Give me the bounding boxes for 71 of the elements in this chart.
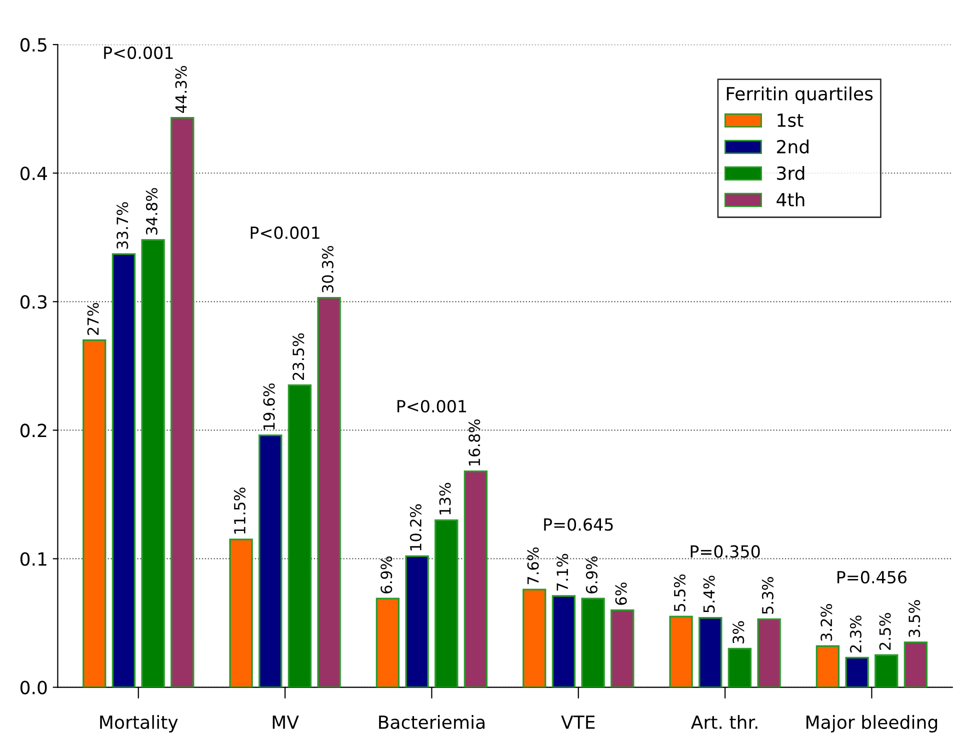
- annotation: P=0.350: [690, 545, 760, 558]
- bar: [698, 617, 722, 688]
- data-label: 2.3%: [850, 616, 862, 652]
- bar: [669, 616, 693, 688]
- y-tick-label: 0.5: [20, 38, 46, 52]
- bar: [464, 470, 488, 688]
- y-tick-label: 0.1: [20, 552, 46, 566]
- data-label: 13%: [439, 482, 451, 514]
- annotation: P=0.456: [837, 570, 907, 584]
- bar: [82, 339, 106, 688]
- data-label: 34.8%: [146, 188, 158, 235]
- bar: [288, 384, 312, 688]
- y-tick-label: 0.3: [20, 295, 47, 309]
- legend-label: 2nd: [777, 140, 808, 154]
- data-label: 5.5%: [674, 574, 686, 612]
- data-label: 23.5%: [292, 333, 304, 380]
- bar: [610, 609, 634, 688]
- data-label: 6.9%: [586, 556, 598, 594]
- legend-label: 3rd: [777, 166, 804, 180]
- x-tick-label: Mortality: [100, 715, 178, 733]
- data-label: 7.6%: [527, 547, 539, 584]
- bar: [728, 648, 752, 688]
- data-label: 7.1%: [556, 554, 568, 591]
- legend-label: 1st: [778, 114, 804, 128]
- data-label: 10.2%: [410, 504, 422, 550]
- annotation: P<0.001: [250, 226, 320, 240]
- bar: [522, 588, 546, 688]
- bar: [581, 598, 605, 688]
- data-label: 11.5%: [234, 488, 246, 534]
- bar: [434, 519, 458, 688]
- data-label: 2.5%: [879, 613, 891, 650]
- bar: [405, 555, 429, 688]
- data-label: 3%: [732, 621, 744, 644]
- x-tick-label: Major bleeding: [806, 715, 938, 733]
- x-tick-label: Bacteriemia: [379, 715, 484, 730]
- bar: [112, 253, 136, 688]
- bar: [552, 595, 576, 688]
- bar: [376, 598, 400, 688]
- data-label: 30.3%: [322, 246, 334, 292]
- bar: [229, 538, 253, 688]
- data-label: 16.8%: [468, 419, 480, 466]
- data-label: 3.2%: [820, 604, 832, 641]
- legend-label: 4th: [776, 192, 804, 206]
- data-label: 3.5%: [908, 600, 920, 637]
- data-label: 44.3%: [175, 66, 187, 113]
- data-label: 27%: [87, 302, 99, 335]
- x-tick-label: Art. thr.: [691, 715, 758, 729]
- y-tick-label: 0.4: [20, 166, 47, 180]
- data-label: 5.3%: [762, 577, 774, 614]
- bar: [904, 641, 928, 688]
- x-tick-label: VTE: [561, 716, 595, 729]
- bar: [845, 656, 869, 688]
- bar: [816, 645, 840, 688]
- annotation: P=0.645: [544, 518, 613, 531]
- data-label: 19.6%: [263, 383, 275, 430]
- annotation: P<0.001: [104, 46, 173, 60]
- annotation: P<0.001: [397, 400, 466, 413]
- bar: [874, 654, 898, 688]
- bar: [757, 618, 781, 688]
- data-label: 6.9%: [380, 556, 392, 594]
- y-tick-label: 0.2: [20, 424, 46, 438]
- y-tick-label: 0.0: [20, 680, 47, 694]
- legend-title: Ferritin quartiles: [726, 86, 873, 104]
- data-label: 5.4%: [703, 576, 715, 613]
- bar: [258, 434, 282, 688]
- bar: [170, 117, 194, 688]
- bar: [141, 239, 165, 688]
- x-tick-label: MV: [272, 716, 299, 729]
- data-label: 33.7%: [116, 202, 128, 249]
- data-label: 6%: [615, 582, 627, 605]
- bar: [317, 296, 341, 688]
